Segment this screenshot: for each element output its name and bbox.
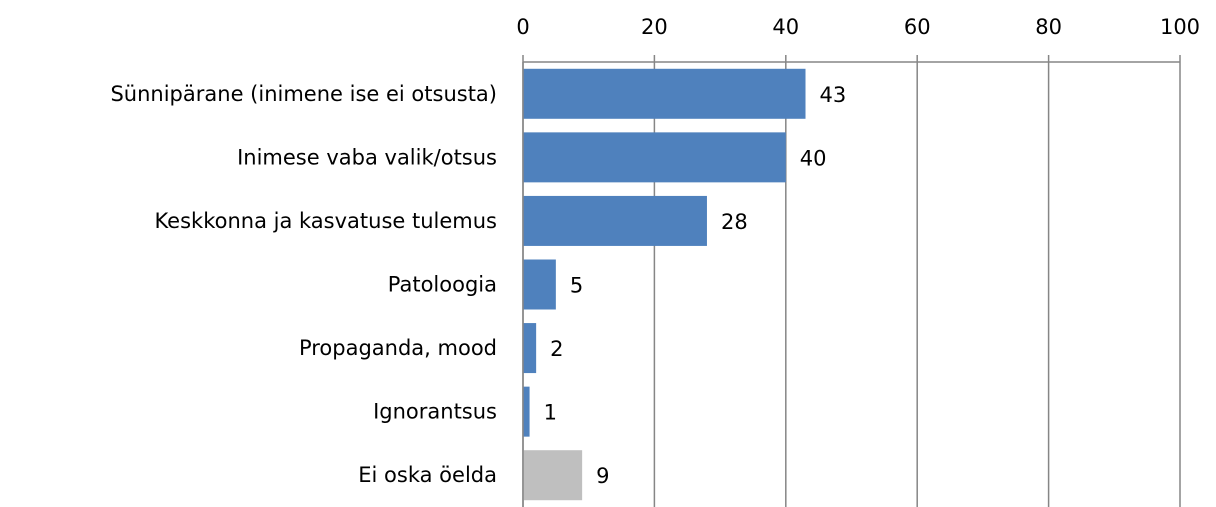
y-tick-label: Patoloogia <box>388 273 497 297</box>
bar <box>523 68 806 119</box>
x-tick-label: 20 <box>641 15 668 39</box>
y-tick-label: Ei oska öelda <box>358 463 497 487</box>
data-label: 28 <box>721 210 748 234</box>
y-tick-label: Sünnipärane (inimene ise ei otsusta) <box>110 82 497 106</box>
y-tick-label: Ignorantsus <box>373 400 497 424</box>
data-label: 9 <box>596 464 609 488</box>
bar <box>523 132 786 183</box>
bar <box>523 386 530 437</box>
x-tick-label: 80 <box>1035 15 1062 39</box>
data-label: 5 <box>570 274 583 298</box>
data-label: 43 <box>820 83 847 107</box>
data-label: 2 <box>550 337 563 361</box>
x-tick-label: 0 <box>516 15 529 39</box>
x-tick-label: 100 <box>1160 15 1200 39</box>
x-tick-label: 60 <box>904 15 931 39</box>
bar <box>523 323 537 374</box>
y-tick-label: Inimese vaba valik/otsus <box>237 145 497 169</box>
y-tick-label: Keskkonna ja kasvatuse tulemus <box>154 209 497 233</box>
bar <box>523 450 583 501</box>
y-tick-label: Propaganda, mood <box>299 336 497 360</box>
bar <box>523 259 556 310</box>
data-label: 40 <box>800 146 827 170</box>
data-label: 1 <box>544 401 557 425</box>
x-tick-label: 40 <box>772 15 799 39</box>
bar <box>523 195 707 246</box>
